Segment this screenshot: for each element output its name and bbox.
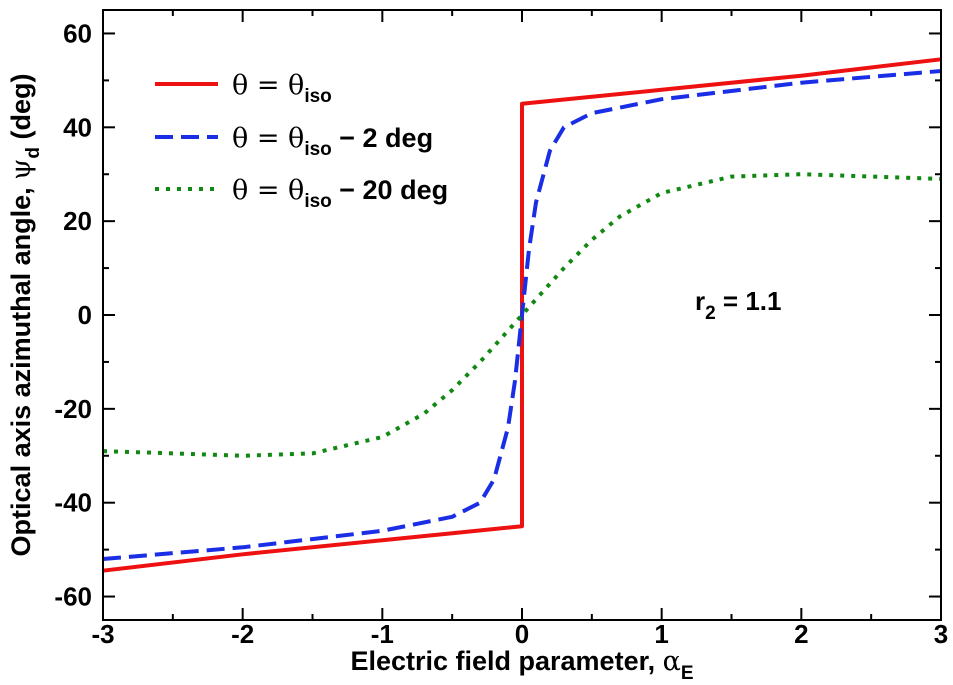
ticks-group: -3 -2 -1 0 1 2 3 -60 -40 -20 0 20 40 60 (54, 10, 948, 649)
y-tick-label: -60 (54, 582, 92, 612)
y-axis-title-symbol: ψ (6, 159, 37, 180)
annotation-rest: = 1.1 (716, 286, 782, 316)
legend-label-dotted-sub: iso (304, 191, 331, 212)
y-tick-label: 40 (63, 112, 92, 142)
legend-label-dotted-post: − 20 deg (332, 175, 448, 205)
legend: θ = θiso θ = θiso − 2 deg θ = θiso − 20 … (155, 70, 448, 212)
series-group (102, 57, 942, 573)
legend-label-dashed: θ = θiso − 2 deg (232, 123, 433, 160)
y-axis-title-unit: (deg) (6, 74, 36, 148)
y-axis-title-sub: d (23, 147, 44, 159)
y-axis-title: Optical axis azimuthal angle, ψd (deg) (6, 74, 44, 557)
legend-label-dashed-sub: iso (304, 139, 331, 160)
y-tick-label: 20 (63, 206, 92, 236)
x-axis-title: Electric field parameter, αE (350, 646, 693, 684)
legend-label-dashed-post: − 2 deg (332, 123, 433, 153)
legend-label-dashed-pre: θ = θ (232, 123, 304, 154)
y-tick-label: 0 (78, 300, 92, 330)
x-tick-label: -1 (371, 619, 394, 649)
x-tick-label: 1 (654, 619, 668, 649)
y-tick-label: -40 (54, 488, 92, 518)
x-tick-label: -3 (91, 619, 114, 649)
legend-label-dotted: θ = θiso − 20 deg (232, 175, 448, 212)
x-tick-label: -2 (231, 619, 254, 649)
legend-label-solid-sub: iso (304, 86, 331, 107)
series-line-dotted (102, 172, 942, 458)
x-tick-label: 0 (515, 619, 529, 649)
x-axis-title-sub: E (681, 663, 694, 684)
x-tick-label: 3 (934, 619, 948, 649)
legend-label-dotted-pre: θ = θ (232, 175, 304, 206)
y-axis-title-text: Optical axis azimuthal angle, (6, 180, 36, 557)
legend-label-solid-pre: θ = θ (232, 70, 304, 101)
annotation-text: r (695, 286, 705, 316)
legend-label-solid: θ = θiso (232, 70, 332, 107)
x-axis-title-symbol: α (663, 646, 681, 677)
y-tick-label: -20 (54, 394, 92, 424)
series-line-dashed (102, 69, 942, 561)
y-tick-label: 60 (63, 18, 92, 48)
annotation-r2: r2 = 1.1 (695, 286, 781, 324)
x-tick-label: 2 (794, 619, 808, 649)
x-axis-title-text: Electric field parameter, (350, 646, 662, 676)
annotation-sub: 2 (705, 303, 716, 324)
